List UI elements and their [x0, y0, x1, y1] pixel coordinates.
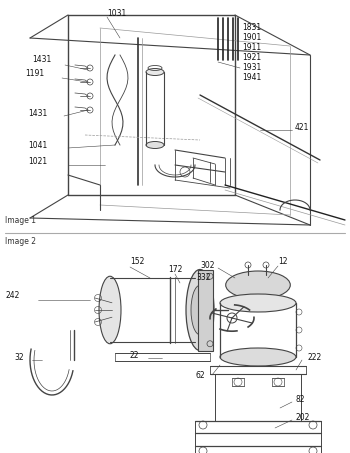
Text: 32: 32: [14, 353, 24, 362]
Text: 1041: 1041: [28, 140, 47, 149]
Text: 1921: 1921: [242, 53, 261, 63]
Text: 302: 302: [200, 260, 215, 270]
Text: 22: 22: [130, 351, 140, 360]
Text: 1941: 1941: [242, 73, 261, 82]
Text: 12: 12: [278, 257, 287, 266]
Text: 152: 152: [130, 257, 144, 266]
Text: 1031: 1031: [107, 10, 126, 19]
Text: 1901: 1901: [242, 34, 261, 43]
Text: 222: 222: [308, 353, 322, 362]
Text: 82: 82: [295, 395, 304, 405]
Ellipse shape: [146, 68, 164, 76]
Ellipse shape: [191, 285, 209, 335]
Text: 1931: 1931: [242, 63, 261, 72]
Ellipse shape: [99, 276, 121, 344]
Text: 242: 242: [5, 290, 19, 299]
Ellipse shape: [186, 270, 214, 351]
Text: 1191: 1191: [25, 69, 44, 78]
Text: 1431: 1431: [28, 109, 47, 117]
Text: 332: 332: [196, 274, 210, 283]
Text: 202: 202: [295, 414, 309, 423]
Text: Image 2: Image 2: [5, 237, 36, 246]
Text: 421: 421: [295, 124, 309, 132]
Text: 62: 62: [196, 371, 206, 380]
Text: 1021: 1021: [28, 158, 47, 167]
Ellipse shape: [220, 294, 296, 312]
Text: 172: 172: [168, 265, 182, 275]
Ellipse shape: [220, 348, 296, 366]
Ellipse shape: [146, 141, 164, 149]
Text: 1431: 1431: [32, 56, 51, 64]
Text: 1911: 1911: [242, 43, 261, 53]
Ellipse shape: [226, 271, 290, 299]
Polygon shape: [198, 270, 213, 351]
Text: 1831: 1831: [242, 24, 261, 33]
Circle shape: [227, 313, 237, 323]
Text: Image 1: Image 1: [5, 216, 36, 225]
